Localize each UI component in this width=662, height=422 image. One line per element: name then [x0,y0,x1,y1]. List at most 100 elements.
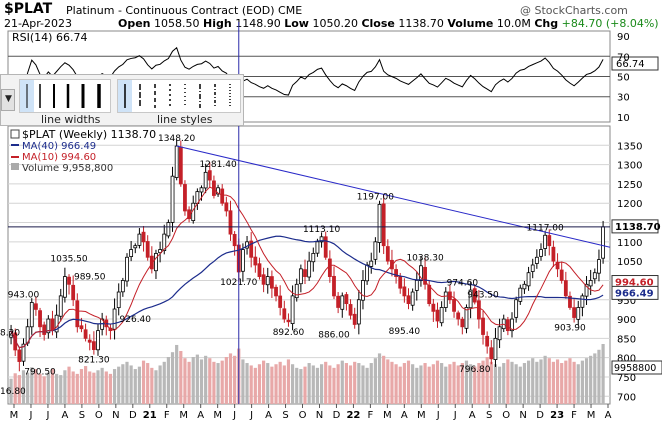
candle-body [336,295,341,308]
volume-bar [489,361,493,404]
volume-bar [46,372,50,404]
candle-body [42,324,47,335]
candle-body [601,226,605,259]
candle-body [439,307,444,324]
close-value: 1138.70 [398,17,444,30]
volume-bar [212,361,216,404]
x-tick-label: A [469,410,476,421]
volume-bar [228,353,233,404]
open-value: 1058.50 [154,17,200,30]
price-tick-label: 900 [617,315,636,326]
price-annotation: 926.40 [120,315,152,325]
volume-bar [162,361,166,404]
volume-bar [241,359,245,404]
volume-bar [340,360,344,404]
x-axis: M J J A S O N D 21 F M A M J J A S O N D 22 F M A M J J A S O N D 23 F M A [10,404,612,421]
price-annotation: 8.20 [0,328,20,338]
line-styles-selector[interactable] [117,79,241,113]
volume-bar [589,355,593,404]
price-annotation: 790.50 [24,367,56,377]
legend-ma40: MA(40) 966.49 [22,141,96,152]
volume-bar [539,359,543,404]
candle-body [21,343,26,362]
volume-bar [9,378,13,404]
volume-bar [71,371,75,404]
candle-body [510,318,514,332]
price-panel: 1348.20 1281.40 1035.50 989.50 943.00 926.40 8… [0,125,662,405]
x-tick-label: N [519,410,526,421]
resistance-trendline[interactable] [176,145,611,248]
candle-body [584,283,589,297]
price-tick-label: 1350 [617,141,642,152]
ma40-value-tag: 966.49 [615,288,654,299]
volume-bar [402,363,406,404]
volume-bar [415,367,419,404]
candle-body [75,300,80,328]
candle-body [576,307,581,320]
volume-bar [220,360,224,404]
rsi-tick-label: 90 [617,32,630,43]
volume-bar [75,373,79,404]
rsi-tick-label: 30 [617,93,630,104]
candle-body [327,258,332,277]
volume-bar [311,365,315,404]
toolbar-dropdown-button[interactable]: ▼ [1,89,15,111]
candle-body [377,203,382,243]
legend: $PLAT (Weekly) 1138.70 MA(40) 966.49 MA(… [10,128,156,174]
chg-value: +84.70 (+8.04%) [561,17,659,30]
candle-body [224,202,229,212]
candle-body [485,335,490,347]
volume-bar [514,364,518,404]
candle-body [46,318,51,334]
price-tick-label: 700 [617,392,636,403]
candle-body [543,234,548,249]
x-tick-label: 22 [346,410,360,421]
candle-body [96,330,100,351]
price-annotation: 1035.50 [50,255,87,265]
volume-label: Volume [447,17,494,30]
volume-legend-swatch [11,163,19,170]
candle-body [83,329,88,339]
candle-body [489,347,494,360]
volume-bar [526,360,531,404]
high-label: High [203,17,232,30]
x-tick-label: J [28,410,32,421]
volume-bar [249,365,253,404]
candle-body [410,291,415,306]
volume-bar [324,361,328,404]
volume-bar [560,363,564,404]
candle-body [431,303,436,312]
volume-bar [382,355,386,404]
volume-bar [580,360,584,404]
line-widths-caption: line widths [41,113,101,126]
line-widths-selector[interactable] [19,79,111,113]
volume-bar [295,367,299,404]
stockcharts-credit[interactable]: @ StockCharts.com [520,4,628,17]
volume-bar [79,369,84,404]
volume-bar [50,369,55,404]
high-value: 1148.90 [235,17,281,30]
rsi-tick-label: 50 [617,73,630,84]
volume-bar [183,358,187,404]
volume-bar [502,363,506,404]
volume-bar [576,364,580,404]
candle-body [514,299,519,318]
candle-body [67,276,71,285]
candle-body [505,319,510,332]
volume-bar [253,367,257,404]
candle-body [443,291,448,308]
volume-bar [204,355,208,404]
candle-body [460,318,465,328]
candle-body [170,175,175,223]
candle-body [344,294,349,305]
price-tick-label: 800 [617,354,636,365]
price-tick-label: 1200 [617,199,642,210]
volume-bar [564,360,568,404]
volume-bar [535,361,539,404]
candle-body [120,280,125,293]
volume-bar [191,357,195,404]
candle-body [17,349,22,362]
candle-body [361,280,365,301]
volume-bar [129,365,133,404]
